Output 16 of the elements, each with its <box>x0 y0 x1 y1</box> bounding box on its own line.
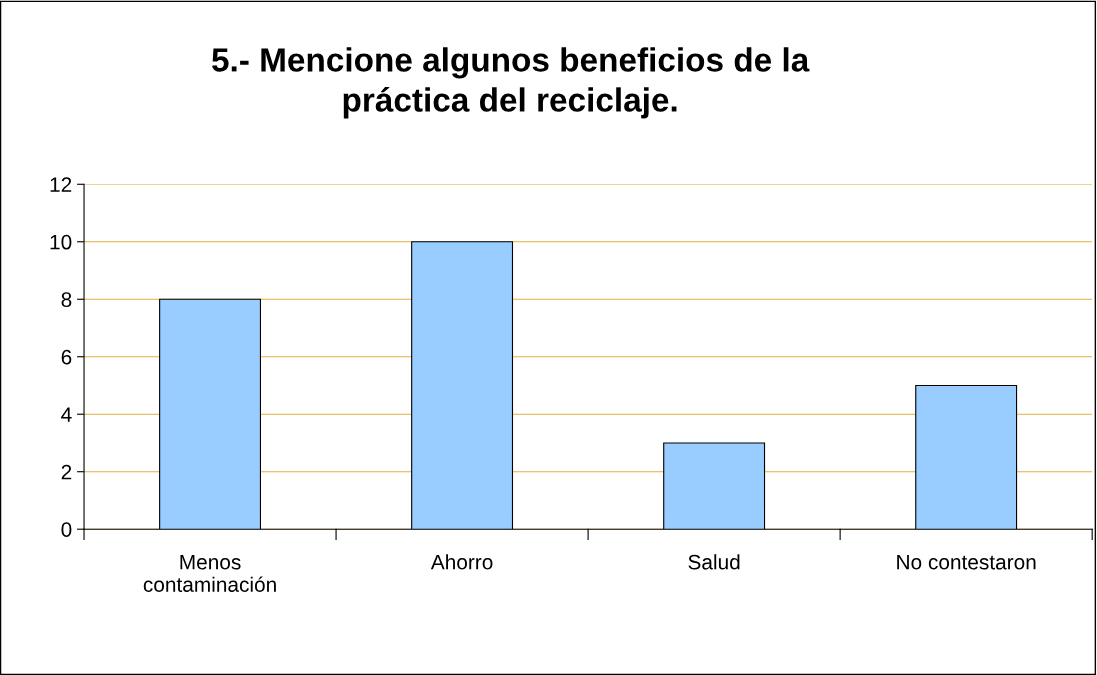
y-tick-label: 4 <box>61 407 72 422</box>
x-tick-label: Ahorro <box>430 554 493 570</box>
x-tick-label: Salud <box>688 554 740 570</box>
chart-title: 5.- Mencione algunos beneficios de la práctica del reciclaje. <box>212 47 810 119</box>
y-tick-label: 10 <box>50 234 72 250</box>
y-tick-label: 8 <box>61 292 72 307</box>
y-tick-label: 6 <box>61 349 72 365</box>
x-tick-label: Menos contaminación <box>143 554 276 592</box>
bar <box>159 298 262 530</box>
bar <box>915 384 1018 530</box>
x-tick-label: No contestaron <box>897 554 1036 570</box>
y-tick-label: 2 <box>61 464 72 480</box>
y-tick-label: 12 <box>50 177 72 192</box>
y-tick-label: 0 <box>61 522 72 537</box>
bar <box>663 442 766 530</box>
bar <box>411 241 514 530</box>
